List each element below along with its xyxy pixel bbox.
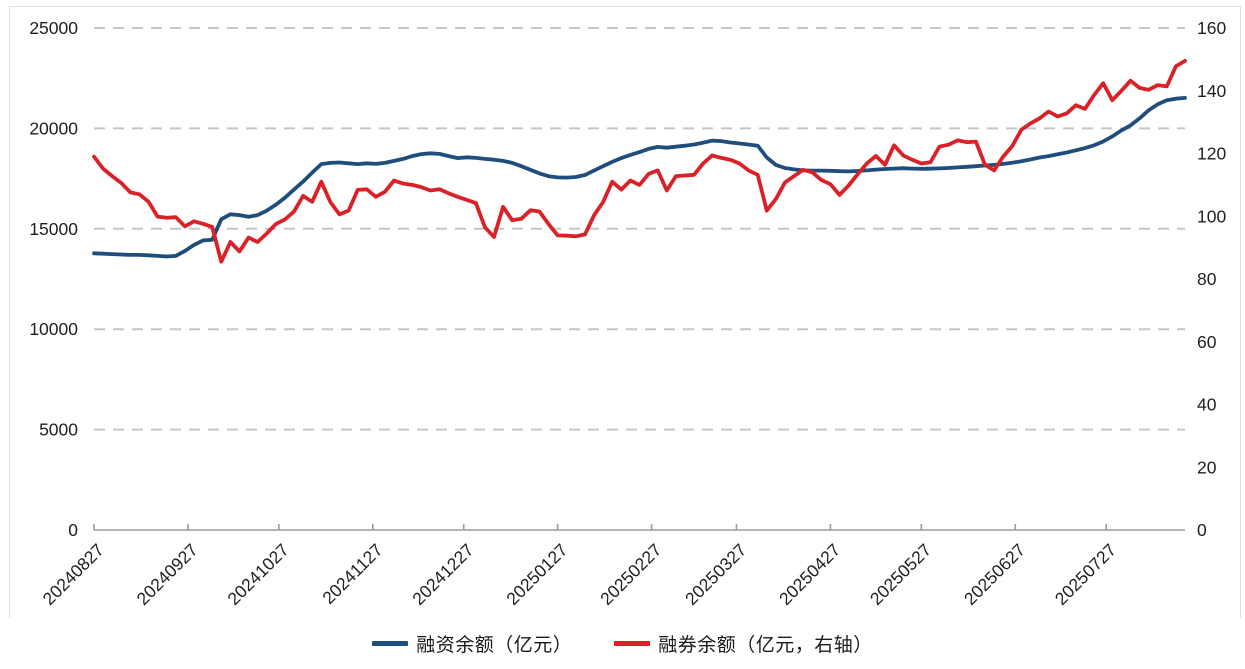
y-axis-label-left: 25000 xyxy=(29,18,78,38)
x-axis-label: 20250127 xyxy=(502,540,571,609)
y-axis-label-right: 140 xyxy=(1197,81,1226,101)
financing-balance-line[interactable] xyxy=(92,96,1187,259)
x-axis-label: 20250627 xyxy=(960,540,1029,609)
y-axis-label-left: 20000 xyxy=(29,118,78,138)
frame-border-right xyxy=(1240,6,1241,618)
legend-item-financing-balance[interactable]: 融资余额（亿元） xyxy=(372,630,572,657)
y-axis-label-right: 80 xyxy=(1197,269,1217,289)
financing-balance-line-swatch xyxy=(372,641,409,646)
y-axis-label-right: 60 xyxy=(1197,332,1217,352)
y-axis-label-left: 10000 xyxy=(29,319,78,339)
frame-border-left xyxy=(9,6,10,618)
x-axis-label: 20250427 xyxy=(775,540,844,609)
x-axis-label: 20240927 xyxy=(133,540,202,609)
y-axis-label-right: 100 xyxy=(1197,206,1226,226)
y-axis-label-right: 40 xyxy=(1197,395,1217,415)
x-axis-label: 20250727 xyxy=(1051,540,1120,609)
x-axis-label: 20241127 xyxy=(318,540,386,608)
y-axis-label-right: 20 xyxy=(1197,457,1217,477)
y-axis-label-left: 0 xyxy=(68,520,78,540)
x-axis-label: 20250227 xyxy=(596,540,665,609)
legend-label: 融券余额（亿元，右轴） xyxy=(658,635,873,656)
securities-lending-balance-line[interactable] xyxy=(92,59,1187,264)
y-axis-label-left: 15000 xyxy=(29,219,78,239)
legend-label: 融资余额（亿元） xyxy=(416,635,573,656)
legend-item-securities-lending-balance[interactable]: 融券余额（亿元，右轴） xyxy=(614,630,873,657)
securities-lending-balance-line-swatch xyxy=(614,641,651,646)
y-axis-label-left: 5000 xyxy=(39,420,78,440)
y-axis-label-right: 120 xyxy=(1197,144,1226,164)
x-axis-label: 20241227 xyxy=(408,540,477,609)
x-axis-label: 20240827 xyxy=(39,540,108,609)
x-axis-label: 20250327 xyxy=(681,540,750,609)
y-axis-label-right: 0 xyxy=(1197,520,1207,540)
y-axis-label-right: 160 xyxy=(1197,18,1226,38)
x-axis-label: 20250527 xyxy=(866,540,935,609)
chart-legend: 融资余额（亿元） 融券余额（亿元，右轴） xyxy=(0,630,1245,657)
frame-border-top xyxy=(9,6,1241,7)
x-axis-label: 20241027 xyxy=(223,540,292,609)
